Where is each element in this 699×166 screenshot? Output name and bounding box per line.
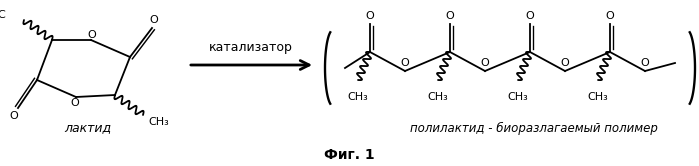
Text: O: O (366, 11, 375, 21)
Text: CH₃: CH₃ (148, 117, 168, 127)
Text: CH₃: CH₃ (507, 92, 528, 102)
Text: O: O (71, 98, 80, 108)
Text: O: O (561, 58, 570, 68)
Text: O: O (481, 58, 489, 68)
Text: O: O (10, 111, 18, 121)
Text: полилактид - биоразлагаемый полимер: полилактид - биоразлагаемый полимер (410, 122, 658, 135)
Text: лактид: лактид (64, 122, 112, 134)
Text: CH₃: CH₃ (347, 92, 368, 102)
Text: катализатор: катализатор (209, 41, 293, 53)
Text: O: O (640, 58, 649, 68)
Text: O: O (605, 11, 614, 21)
Text: Фиг. 1: Фиг. 1 (324, 148, 374, 162)
Text: O: O (401, 58, 410, 68)
Text: O: O (446, 11, 454, 21)
Text: O: O (526, 11, 534, 21)
Text: O: O (87, 30, 96, 40)
Text: H₃C: H₃C (0, 10, 7, 20)
Text: O: O (150, 15, 159, 25)
Text: CH₃: CH₃ (588, 92, 608, 102)
Text: CH₃: CH₃ (428, 92, 448, 102)
